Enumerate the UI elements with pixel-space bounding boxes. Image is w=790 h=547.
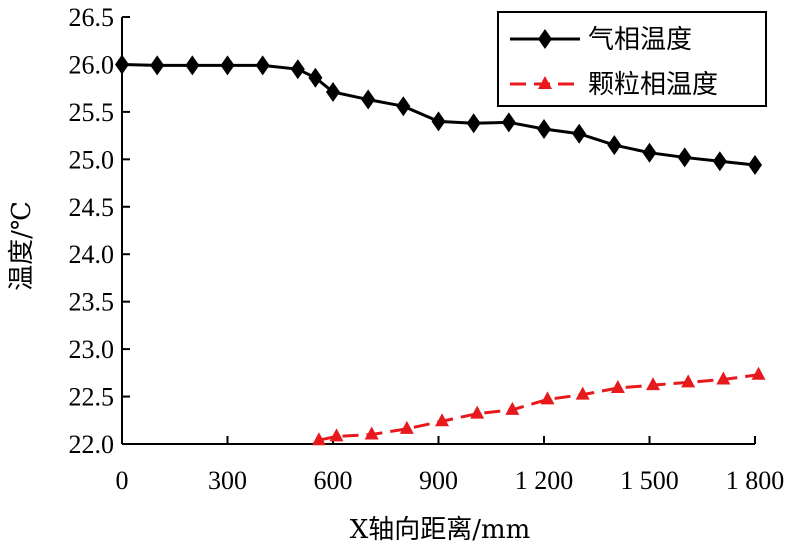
series-particle-phase (311, 366, 766, 446)
diamond-point (537, 118, 551, 139)
x-tick-label: 600 (314, 466, 353, 495)
diamond-point (607, 135, 622, 156)
x-tick-label: 300 (208, 466, 247, 495)
x-tick-label: 1 500 (620, 466, 679, 495)
y-tick-label: 24.0 (69, 240, 115, 269)
y-tick-label: 25.0 (69, 145, 115, 174)
y-tick-label: 25.5 (69, 98, 115, 127)
diamond-point (308, 67, 323, 88)
diamond-point (642, 142, 657, 163)
diamond-point (466, 113, 481, 134)
x-tick-label: 900 (419, 466, 458, 495)
y-axis-title: 温度/℃ (7, 201, 37, 291)
diamond-point (712, 151, 727, 172)
diamond-point (361, 89, 376, 110)
legend-box (497, 11, 767, 107)
diamond-point (538, 29, 552, 49)
triangle-point (751, 366, 766, 380)
diamond-point (150, 55, 165, 76)
diamond-point (255, 55, 270, 76)
triangle-point (681, 374, 696, 388)
x-tick-label: 0 (116, 466, 129, 495)
series-line (318, 373, 759, 442)
triangle-point (646, 377, 661, 391)
y-tick-label: 24.5 (69, 193, 115, 222)
diamond-point (572, 123, 587, 144)
triangle-point (575, 386, 590, 400)
y-tick-labels: 22.0 22.5 23.0 23.5 24.0 24.5 25.0 25.5 26.0 26.5 (69, 3, 115, 459)
triangle-point (329, 428, 344, 442)
triangle-point (435, 413, 450, 427)
y-tick-label: 22.0 (69, 430, 115, 459)
axes (121, 16, 756, 445)
diamond-point (501, 112, 516, 133)
legend-label: 气相温度 (588, 25, 692, 55)
triangle-point (311, 432, 326, 446)
x-tick-label: 1 200 (515, 466, 574, 495)
triangle-point (364, 426, 379, 440)
triangle-point (470, 405, 485, 419)
legend-item: 气相温度 (510, 25, 692, 55)
diamond-point (396, 96, 411, 117)
y-tick-label: 26.5 (69, 3, 115, 32)
y-tick-label: 23.0 (69, 335, 115, 364)
triangle-point (610, 380, 625, 394)
triangle-point (540, 391, 555, 405)
y-tick-label: 22.5 (69, 383, 115, 412)
diamond-point (115, 54, 129, 75)
series-gas-phase (115, 54, 762, 176)
triangle-point (716, 371, 731, 385)
series-group (115, 54, 766, 446)
diamond-point (290, 59, 305, 80)
triangle-point (399, 420, 414, 434)
triangle-point (505, 401, 520, 415)
diamond-point (220, 55, 235, 76)
x-tick-labels: 0 300 600 900 1 200 1 500 1 800 (116, 466, 785, 495)
legend-label: 颗粒相温度 (588, 70, 718, 100)
y-tick-label: 23.5 (69, 288, 115, 317)
diamond-point (748, 155, 762, 176)
diamond-point (326, 81, 340, 102)
diamond-point (185, 55, 200, 76)
diamond-point (431, 111, 446, 132)
x-tick-label: 1 800 (726, 466, 785, 495)
y-tick-label: 26.0 (69, 50, 115, 79)
diamond-point (677, 147, 692, 168)
triangle-point (538, 76, 552, 89)
x-axis-title: X轴向距离/mm (350, 515, 531, 545)
legend-item: 颗粒相温度 (510, 70, 718, 100)
